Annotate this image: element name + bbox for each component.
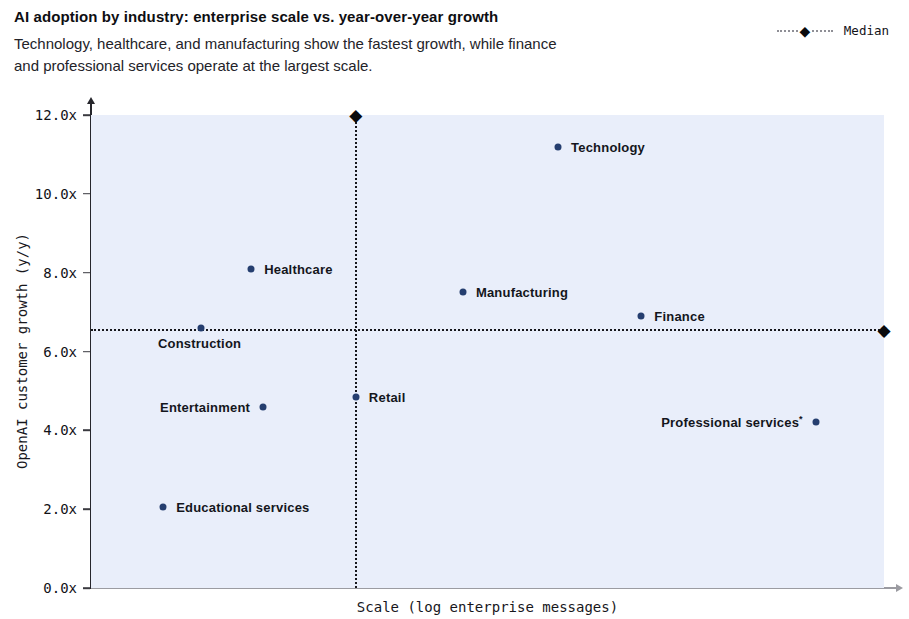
chart-subtitle-line-2: and professional services operate at the…: [14, 55, 557, 77]
data-point-entertainment: [260, 403, 267, 410]
median-legend: ◆ Median: [777, 23, 889, 38]
y-tick-mark: [83, 508, 90, 510]
data-point-manufacturing: [459, 289, 466, 296]
y-tick-label: 10.0x: [35, 186, 77, 202]
y-tick-mark: [83, 114, 90, 116]
y-tick-mark: [83, 272, 90, 274]
data-point-educational-services: [160, 504, 167, 511]
chart-title: AI adoption by industry: enterprise scal…: [14, 8, 498, 25]
data-point-label-entertainment: Entertainment: [160, 399, 250, 414]
chart-subtitle-line-1: Technology, healthcare, and manufacturin…: [14, 33, 557, 55]
data-point-label-educational-services: Educational services: [176, 500, 309, 515]
y-tick-mark: [83, 351, 90, 353]
y-axis-arrow-icon: [87, 97, 95, 104]
data-point-label-healthcare: Healthcare: [264, 261, 332, 276]
data-point-healthcare: [248, 265, 255, 272]
y-tick-mark: [83, 587, 90, 589]
data-point-retail: [352, 393, 359, 400]
data-point-technology: [555, 143, 562, 150]
chart-subtitle: Technology, healthcare, and manufacturin…: [14, 33, 557, 77]
data-point-label-professional-services: Professional services*: [661, 414, 803, 430]
x-axis-arrow-icon: [896, 584, 903, 592]
y-tick-mark: [83, 193, 90, 195]
y-tick-label: 2.0x: [43, 501, 77, 517]
data-point-label-technology: Technology: [571, 139, 645, 154]
data-point-label-retail: Retail: [369, 389, 406, 404]
y-tick-label: 0.0x: [43, 580, 77, 596]
median-diamond-top-icon: ◆: [349, 107, 362, 124]
median-legend-line: ◆: [777, 30, 833, 32]
data-point-construction: [198, 324, 205, 331]
median-diamond-icon: ◆: [798, 24, 811, 38]
y-tick-label: 6.0x: [43, 344, 77, 360]
data-point-label-manufacturing: Manufacturing: [476, 285, 568, 300]
data-point-professional-services: [812, 419, 819, 426]
y-tick-label: 8.0x: [43, 265, 77, 281]
median-diamond-right-icon: ◆: [877, 321, 890, 338]
y-tick-label: 4.0x: [43, 422, 77, 438]
median-horizontal-line: [91, 329, 884, 331]
median-vertical-line: [355, 115, 357, 588]
y-tick-label: 12.0x: [35, 107, 77, 123]
plot-area: ◆ ◆ TechnologyHealthcareManufacturingFin…: [91, 115, 884, 588]
y-axis-ticks: 0.0x2.0x4.0x6.0x8.0x10.0x12.0x: [0, 115, 91, 588]
data-point-label-construction: Construction: [158, 336, 241, 351]
y-tick-mark: [83, 430, 90, 432]
median-legend-label: Median: [844, 23, 889, 38]
data-point-label-finance: Finance: [654, 309, 705, 324]
chart-figure: AI adoption by industry: enterprise scal…: [0, 0, 909, 619]
x-axis-title: Scale (log enterprise messages): [91, 599, 884, 615]
data-point-finance: [638, 313, 645, 320]
